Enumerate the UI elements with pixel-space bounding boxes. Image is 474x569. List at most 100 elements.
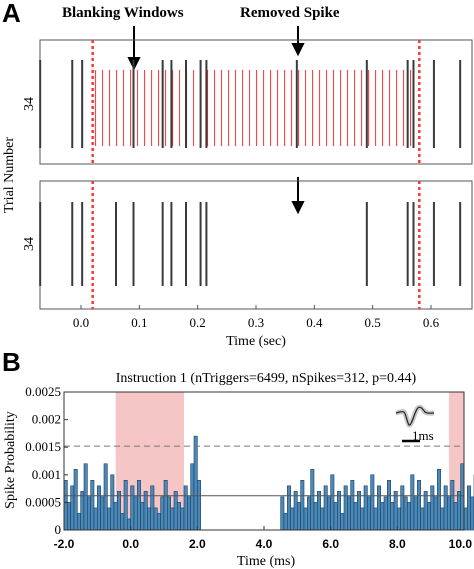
histogram-bar	[390, 502, 395, 531]
histogram-bar	[120, 513, 125, 531]
histogram-bar	[393, 491, 398, 531]
histogram-bar	[73, 468, 78, 531]
x-tick-label: 6.0	[322, 537, 339, 551]
histogram-bar	[157, 513, 161, 531]
raster1-plot	[39, 40, 462, 164]
histogram-bar	[77, 513, 81, 531]
histogram-bar	[423, 491, 428, 531]
histogram-bar	[293, 491, 298, 531]
histogram-bar	[87, 496, 91, 531]
panel-b-letter: B	[2, 347, 21, 377]
histogram-bar	[290, 507, 295, 531]
histogram-bar	[353, 502, 358, 531]
raster2-plot	[39, 181, 462, 309]
y-tick-label: 0.0025	[25, 384, 61, 399]
removed-arrowhead-2	[291, 201, 305, 215]
x-tick-label: 8.0	[389, 537, 406, 551]
annotation-arrows	[127, 26, 305, 215]
histogram-bar	[123, 480, 128, 531]
histogram-bar	[363, 485, 368, 531]
x-tick-label: 0.6	[423, 315, 440, 330]
histogram-bar	[437, 468, 441, 531]
time-ms-xlabel: Time (ms)	[237, 554, 296, 569]
histogram-bar	[387, 480, 391, 531]
x-tick-label: 0.2	[190, 315, 206, 330]
histogram-bar	[453, 502, 458, 531]
histogram-bar	[163, 480, 168, 531]
histogram-bar	[400, 485, 405, 531]
histogram-bar	[420, 507, 425, 531]
histogram-bar	[110, 474, 115, 531]
histogram-bar	[410, 474, 415, 531]
histogram-bar	[383, 496, 388, 531]
histogram-bar	[377, 485, 381, 531]
histogram-bar	[440, 507, 445, 531]
trial-label-1: 34	[22, 97, 37, 111]
x-tick-label: 4.0	[256, 537, 273, 551]
histogram-bar	[83, 463, 88, 531]
histogram-bar	[160, 496, 165, 531]
histogram-bar	[190, 463, 195, 531]
x-tick-label: 10.0	[449, 537, 473, 551]
histogram-bar	[417, 480, 421, 531]
histogram-bar	[283, 513, 288, 531]
spike-probability-ylabel: Spike Probability	[3, 411, 18, 509]
histogram-bar	[370, 474, 375, 531]
x-tick-label: 0.0	[122, 537, 139, 551]
waveform-mean	[395, 406, 435, 426]
histogram-bar	[357, 491, 361, 531]
histogram-bar	[93, 507, 98, 531]
histogram-bar	[280, 496, 285, 531]
histogram-bar	[133, 496, 138, 531]
histogram-bar	[307, 496, 311, 531]
histogram-bar	[450, 480, 455, 531]
histogram-bar	[90, 480, 95, 531]
histogram-bar	[193, 435, 198, 531]
histogram-bar	[287, 485, 291, 531]
histogram-bar	[67, 502, 71, 531]
waveform-spread	[395, 404, 435, 428]
histogram-bar	[300, 480, 305, 531]
histogram-bar	[70, 485, 75, 531]
histogram-bar	[447, 496, 451, 531]
x-tick-label: 0.4	[306, 315, 323, 330]
y-tick-label: 0.001	[32, 467, 61, 482]
histogram-title: Instruction 1 (nTriggers=6499, nSpikes=3…	[116, 371, 417, 386]
histogram-bar	[103, 463, 108, 531]
histogram-bar	[333, 502, 338, 531]
histogram-bar	[140, 502, 145, 531]
histogram-bar	[100, 496, 105, 531]
histogram-bar	[107, 507, 111, 531]
histogram-bar	[297, 502, 301, 531]
scale-bar-label: 1ms	[412, 428, 434, 443]
histogram-bar	[310, 468, 315, 531]
histogram-bar	[350, 480, 355, 531]
histogram-bar	[360, 507, 365, 531]
histogram-bar	[347, 496, 351, 531]
histogram-bar	[80, 491, 85, 531]
histogram-bar	[373, 507, 378, 531]
histogram-bar	[337, 491, 341, 531]
histogram-bar	[433, 496, 438, 531]
trial-label-2: 34	[22, 237, 37, 251]
x-tick-label: 0.5	[365, 315, 381, 330]
x-tick-label: 0.0	[73, 315, 89, 330]
histogram-bar	[180, 507, 185, 531]
histogram-bar	[380, 502, 385, 531]
histogram-bar	[147, 507, 151, 531]
histogram-bar	[183, 485, 188, 531]
histogram-bar	[153, 507, 158, 531]
histogram-bar	[457, 491, 461, 531]
time-sec-axis: 0.0 0.1 0.2 0.3 0.4 0.5 0.6	[73, 305, 440, 330]
histogram-bar	[403, 496, 408, 531]
histogram-bar	[187, 496, 191, 531]
x-tick-label: -2.0	[54, 537, 75, 551]
histogram-bar	[303, 507, 308, 531]
time-sec-xlabel: Time (sec)	[226, 334, 286, 349]
histogram-bar	[443, 485, 448, 531]
histogram-bar	[367, 496, 371, 531]
blanking-windows-annotation: Blanking Windows	[62, 5, 184, 21]
histogram-bar	[427, 502, 431, 531]
removed-spike-annotation: Removed Spike	[240, 5, 340, 21]
x-tick-label: 2.0	[189, 537, 206, 551]
